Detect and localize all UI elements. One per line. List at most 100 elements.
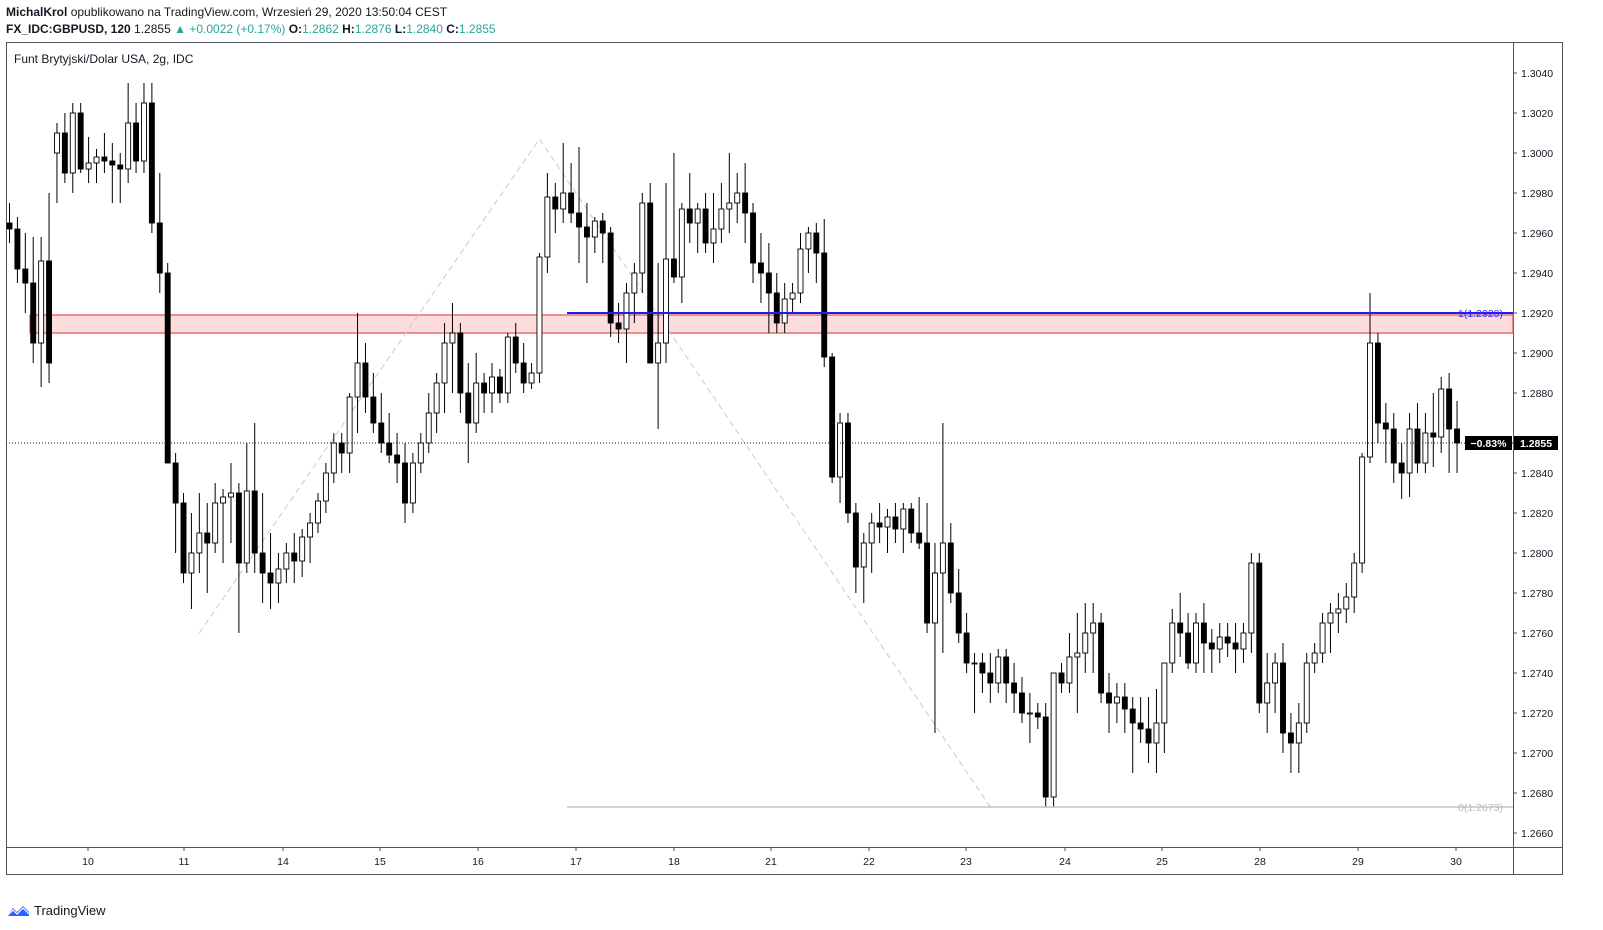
candle: [670, 153, 677, 283]
x-tick-label: 29: [1352, 856, 1364, 868]
candle: [228, 463, 234, 543]
candle: [109, 143, 116, 203]
candle-body: [1208, 642, 1215, 650]
candle: [528, 363, 535, 389]
candle: [1351, 553, 1358, 613]
candle-body: [1193, 622, 1199, 664]
candle-body: [995, 656, 1002, 684]
candle-body: [235, 492, 242, 564]
candle: [449, 303, 456, 393]
price-chart[interactable]: Funt Brytyjski/Dolar USA, 2g, IDC 1(1.29…: [0, 0, 1603, 900]
footer-brand[interactable]: TradingView: [6, 903, 106, 918]
candle: [204, 503, 211, 593]
candle-body: [473, 382, 480, 424]
footer-brand-text: TradingView: [34, 903, 106, 918]
candle: [1256, 553, 1263, 713]
candle: [884, 509, 891, 553]
candle: [1232, 623, 1239, 673]
candle: [243, 443, 250, 573]
ohlc-legend: FX_IDC:GBPUSD, 120 1.2855 ▲ +0.0022 (+0.…: [6, 22, 496, 36]
candle-body: [164, 272, 171, 464]
candle-body: [267, 572, 274, 584]
x-tick-label: 28: [1254, 856, 1266, 868]
candle: [655, 263, 662, 429]
candle-body: [1311, 652, 1318, 664]
candle: [1153, 689, 1160, 773]
candle: [868, 513, 875, 573]
candle: [663, 183, 669, 363]
candle-body: [109, 160, 116, 166]
candle: [1185, 613, 1192, 669]
candle: [1193, 613, 1199, 673]
y-tick-label: 1.2900: [1521, 348, 1553, 360]
candle-body: [386, 442, 393, 456]
candle: [892, 503, 899, 543]
candle-body: [1327, 612, 1334, 624]
candle: [164, 263, 171, 464]
candle-body: [520, 362, 527, 384]
x-tick-label: 10: [82, 856, 94, 868]
candle-body: [1359, 456, 1366, 564]
candle-body: [1011, 682, 1018, 694]
candle-body: [615, 322, 622, 330]
candle-body: [765, 272, 772, 294]
candle: [520, 343, 527, 393]
y-tick-label: 1.2740: [1521, 668, 1553, 680]
candle: [987, 653, 994, 703]
candle: [441, 323, 448, 413]
candle: [1145, 697, 1152, 763]
candle: [299, 529, 306, 577]
candle-body: [275, 568, 282, 584]
candle-body: [1438, 388, 1445, 438]
candle: [1121, 683, 1128, 733]
candle: [156, 173, 163, 293]
candle: [908, 503, 915, 543]
candle: [1287, 713, 1294, 773]
candle-body: [1374, 342, 1381, 424]
candle-body: [243, 490, 250, 564]
y-tick-label: 1.2700: [1521, 748, 1553, 760]
candle: [402, 443, 408, 523]
candle: [417, 433, 424, 473]
candle: [338, 433, 345, 473]
candle: [781, 283, 788, 333]
fib-level-label: 0(1.2673): [1458, 802, 1503, 814]
candle-body: [141, 102, 147, 162]
candle: [916, 497, 923, 549]
candle-body: [963, 632, 970, 664]
candle: [750, 203, 756, 283]
candle-body: [77, 112, 84, 170]
x-tick-label: 15: [374, 856, 386, 868]
candle: [607, 227, 614, 337]
candle: [995, 649, 1002, 693]
candle-body: [678, 208, 685, 278]
candle-body: [409, 462, 416, 504]
candle-body: [726, 202, 733, 210]
candle: [971, 653, 978, 713]
candle: [481, 373, 488, 413]
candle: [1106, 673, 1112, 733]
candle-body: [916, 532, 923, 544]
candle: [710, 193, 717, 263]
candle-body: [655, 342, 662, 364]
candle-body: [362, 362, 369, 398]
candle-body: [1390, 428, 1397, 464]
candle: [552, 183, 559, 233]
candle: [93, 149, 100, 183]
y-tick-label: 1.2680: [1521, 788, 1553, 800]
candle-body: [734, 192, 741, 204]
candle-body: [631, 272, 638, 294]
candle-body: [1335, 608, 1342, 614]
candle-body: [702, 208, 709, 244]
candle: [148, 83, 155, 233]
candle-body: [932, 572, 938, 624]
candle: [14, 217, 21, 283]
x-tick-label: 17: [570, 856, 582, 868]
y-tick-label: 1.2940: [1521, 268, 1553, 280]
candle: [1129, 697, 1136, 773]
candle: [141, 83, 147, 173]
candle: [947, 523, 954, 603]
candle-body: [1058, 672, 1065, 684]
x-tick-label: 23: [960, 856, 972, 868]
candle: [813, 223, 820, 283]
